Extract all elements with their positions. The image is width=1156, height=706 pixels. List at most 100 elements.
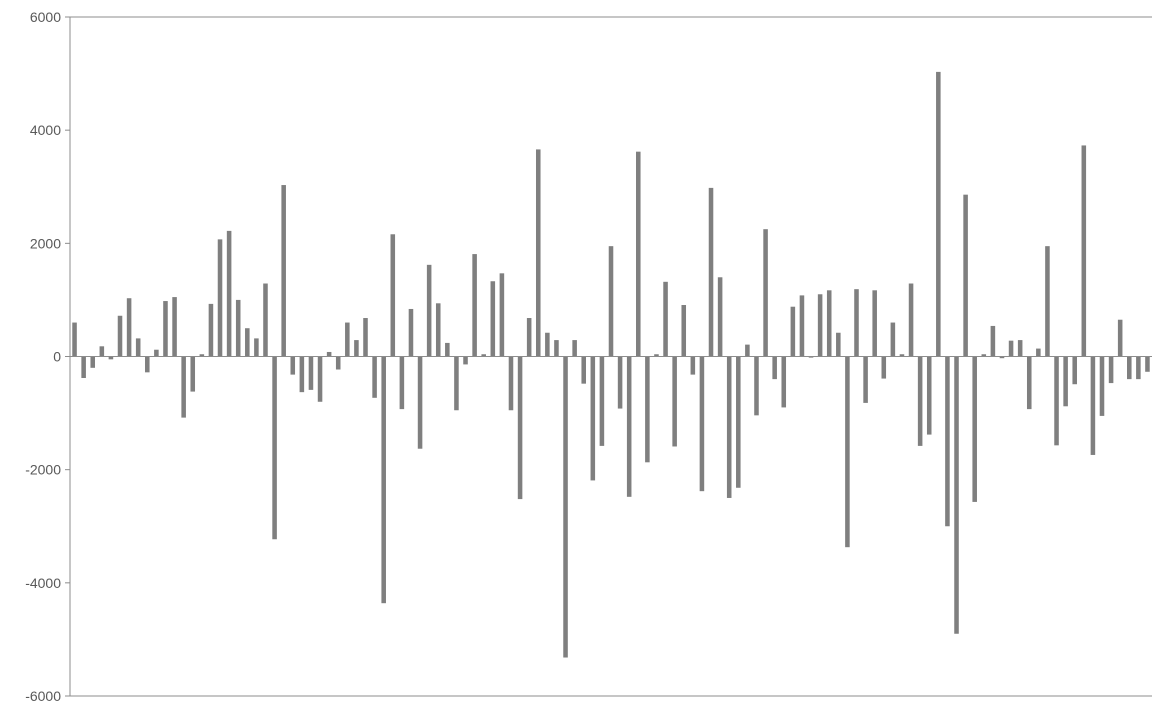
- bar: [126, 298, 132, 357]
- bar: [508, 356, 514, 411]
- bar: [408, 308, 414, 357]
- bar: [781, 356, 787, 408]
- bar: [772, 356, 777, 380]
- bar: [399, 356, 405, 410]
- bar: [790, 306, 796, 357]
- bar: [1108, 356, 1114, 384]
- bar: [417, 356, 423, 449]
- bar: [372, 356, 377, 398]
- bar: [699, 356, 705, 492]
- bar: [1081, 145, 1087, 357]
- bar: [572, 340, 577, 357]
- bar: [836, 332, 841, 357]
- bar: [1008, 340, 1014, 357]
- bar: [190, 356, 196, 392]
- bar: [154, 349, 159, 357]
- bar: [826, 290, 832, 357]
- bar: [672, 356, 677, 447]
- bar: [754, 356, 759, 416]
- bar: [345, 322, 350, 357]
- bar: [817, 294, 823, 357]
- bar: [281, 185, 286, 357]
- bar: [999, 356, 1005, 359]
- bar: [708, 187, 714, 357]
- bar: [299, 356, 305, 393]
- bar: [390, 234, 396, 357]
- bar: [81, 356, 86, 378]
- bar: [326, 351, 332, 357]
- y-tick-label: -6000: [25, 688, 61, 704]
- bar: [72, 322, 77, 357]
- bar: [663, 281, 668, 357]
- bar: [1072, 356, 1077, 385]
- bar: [1099, 356, 1105, 416]
- bar: [581, 356, 586, 384]
- y-tick-label: -4000: [25, 575, 61, 591]
- bar: [726, 356, 732, 498]
- y-axis: 6000 4000 2000 0 -2000 -4000 -6000: [25, 9, 71, 704]
- bar: [445, 342, 450, 357]
- bar: [799, 295, 805, 357]
- bar: [1054, 356, 1059, 446]
- bar: [963, 194, 968, 357]
- bar: [472, 254, 477, 357]
- y-tick-label: -2000: [25, 462, 61, 478]
- bar: [199, 354, 205, 357]
- bar: [590, 356, 596, 481]
- bar: [690, 356, 696, 375]
- bar: [608, 246, 614, 357]
- bar: [736, 356, 741, 488]
- bar: [490, 281, 496, 357]
- bar: [254, 338, 259, 357]
- bar: [636, 151, 641, 357]
- bar: [599, 356, 605, 446]
- bar: [881, 356, 887, 379]
- bar: [945, 356, 950, 527]
- bar: [563, 356, 568, 658]
- bar: [135, 338, 141, 357]
- bar: [863, 356, 868, 403]
- bar: [163, 301, 168, 357]
- bar: [1145, 356, 1150, 372]
- bar: [545, 332, 550, 357]
- bar: [899, 354, 905, 357]
- bar: [1090, 356, 1096, 455]
- y-tick-label: 4000: [30, 122, 61, 138]
- y-tick-label: 0: [53, 349, 61, 365]
- bar: [1036, 348, 1041, 357]
- bar: [872, 290, 877, 357]
- bar: [917, 356, 923, 446]
- bar: [226, 230, 232, 357]
- bar: [290, 356, 296, 375]
- bar: [354, 340, 359, 357]
- bar: [717, 277, 723, 357]
- bar: [363, 318, 368, 357]
- bar: [381, 356, 386, 604]
- y-tick-label: 2000: [30, 235, 61, 251]
- bar: [454, 356, 459, 411]
- y-tick-label: 6000: [30, 9, 61, 25]
- bar: [1045, 246, 1050, 357]
- bar: [526, 318, 532, 357]
- bar: [554, 340, 559, 357]
- bar: [1017, 340, 1023, 357]
- bar: [908, 283, 914, 357]
- bar: [1026, 356, 1032, 410]
- bar: [1117, 319, 1123, 357]
- bar: [99, 346, 105, 357]
- bar: [172, 297, 177, 357]
- bar: [763, 229, 768, 357]
- bar: [926, 356, 932, 435]
- bar: [1063, 356, 1068, 407]
- bar: [972, 356, 977, 502]
- bar: [181, 356, 186, 418]
- bar: [854, 289, 859, 357]
- bar: [745, 344, 750, 357]
- bar: [317, 356, 323, 402]
- bar: [890, 322, 896, 357]
- bar: [481, 354, 486, 357]
- bar: [617, 356, 623, 409]
- bar: [272, 356, 277, 540]
- bar: [517, 356, 523, 500]
